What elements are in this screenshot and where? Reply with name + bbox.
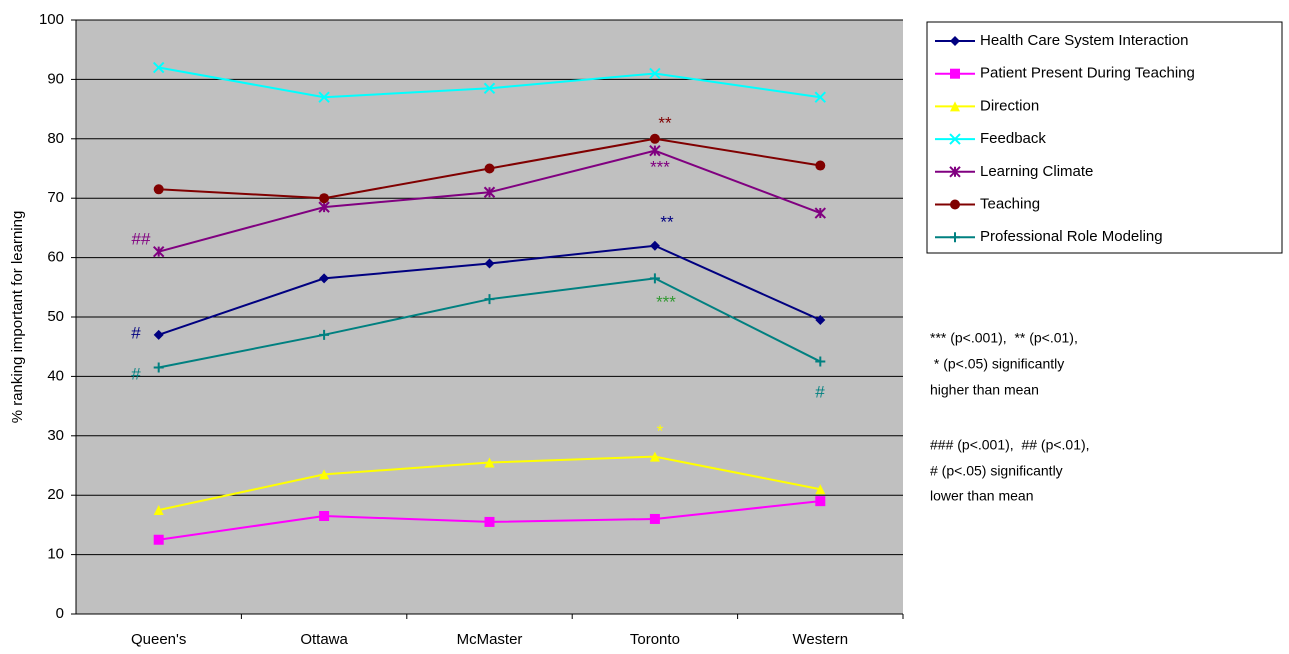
marker [153, 184, 164, 195]
legend-label: Patient Present During Teaching [980, 65, 1195, 82]
marker [153, 505, 164, 516]
legend-label: Professional Role Modeling [980, 228, 1163, 245]
marker [649, 273, 660, 284]
y-tick-label: 100 [39, 11, 64, 28]
y-tick-label: 40 [47, 367, 64, 384]
marker [484, 258, 495, 269]
marker [814, 207, 827, 219]
marker [319, 510, 330, 521]
annotation: *** [650, 157, 670, 176]
marker [319, 469, 330, 480]
y-tick-label: 90 [47, 70, 64, 87]
x-tick-label: Queen's [131, 631, 186, 648]
marker [950, 101, 960, 112]
marker [950, 232, 960, 243]
marker [815, 160, 826, 171]
y-tick-label: 70 [47, 189, 64, 206]
marker [949, 166, 961, 178]
marker [484, 163, 495, 174]
marker [483, 82, 496, 95]
marker [649, 451, 660, 462]
annotation: ## [132, 229, 151, 248]
annotation: ** [658, 113, 672, 132]
legend-label: Direction [980, 97, 1039, 114]
marker [483, 186, 496, 198]
marker [949, 133, 961, 145]
marker [649, 513, 660, 524]
annotation: *** [656, 292, 676, 311]
x-tick-label: Ottawa [300, 631, 348, 648]
legend-box [926, 21, 1283, 254]
y-tick-label: 60 [47, 249, 64, 266]
annotation: ** [660, 212, 674, 231]
marker [318, 91, 330, 103]
legend-label: Learning Climate [980, 163, 1093, 180]
marker [950, 68, 960, 79]
note: higher than mean [930, 382, 1039, 398]
marker [649, 133, 660, 144]
note: lower than mean [930, 488, 1034, 504]
x-tick-label: Toronto [630, 631, 680, 648]
note: # (p<.05) significantly [930, 463, 1063, 479]
y-tick-label: 80 [47, 130, 64, 147]
x-tick-label: Western [793, 631, 849, 648]
y-axis-label: % ranking important for learning [9, 211, 26, 424]
y-tick-label: 10 [47, 546, 64, 563]
legend-label: Teaching [980, 195, 1040, 212]
note: ### (p<.001), ## (p<.01), [930, 437, 1090, 453]
marker [319, 329, 330, 340]
marker [815, 484, 826, 495]
marker [815, 356, 826, 367]
annotation: * [657, 421, 664, 440]
marker [318, 201, 330, 213]
x-tick-label: McMaster [457, 631, 523, 648]
marker [815, 496, 826, 507]
note: *** (p<.001), ** (p<.01), [930, 330, 1078, 346]
legend-label: Health Care System Interaction [980, 32, 1188, 49]
legend-label: Feedback [980, 130, 1046, 147]
annotation: # [815, 382, 825, 401]
marker [319, 273, 330, 284]
marker [649, 67, 661, 80]
marker [153, 329, 164, 340]
y-tick-label: 30 [47, 427, 64, 444]
marker [814, 91, 827, 103]
marker [484, 516, 495, 527]
marker [484, 294, 495, 305]
annotation: # [131, 323, 141, 342]
marker [152, 245, 165, 258]
marker [152, 61, 165, 74]
marker [950, 36, 960, 46]
note: * (p<.05) significantly [930, 356, 1064, 372]
annotation: # [131, 364, 141, 383]
marker [484, 457, 495, 468]
marker [153, 534, 164, 545]
marker [153, 362, 164, 373]
marker [649, 144, 661, 157]
marker [950, 199, 960, 210]
y-tick-label: 20 [47, 486, 64, 503]
y-tick-label: 50 [47, 308, 64, 325]
marker [815, 314, 826, 325]
marker [649, 240, 660, 251]
marker [319, 193, 330, 204]
y-tick-label: 0 [56, 605, 64, 622]
